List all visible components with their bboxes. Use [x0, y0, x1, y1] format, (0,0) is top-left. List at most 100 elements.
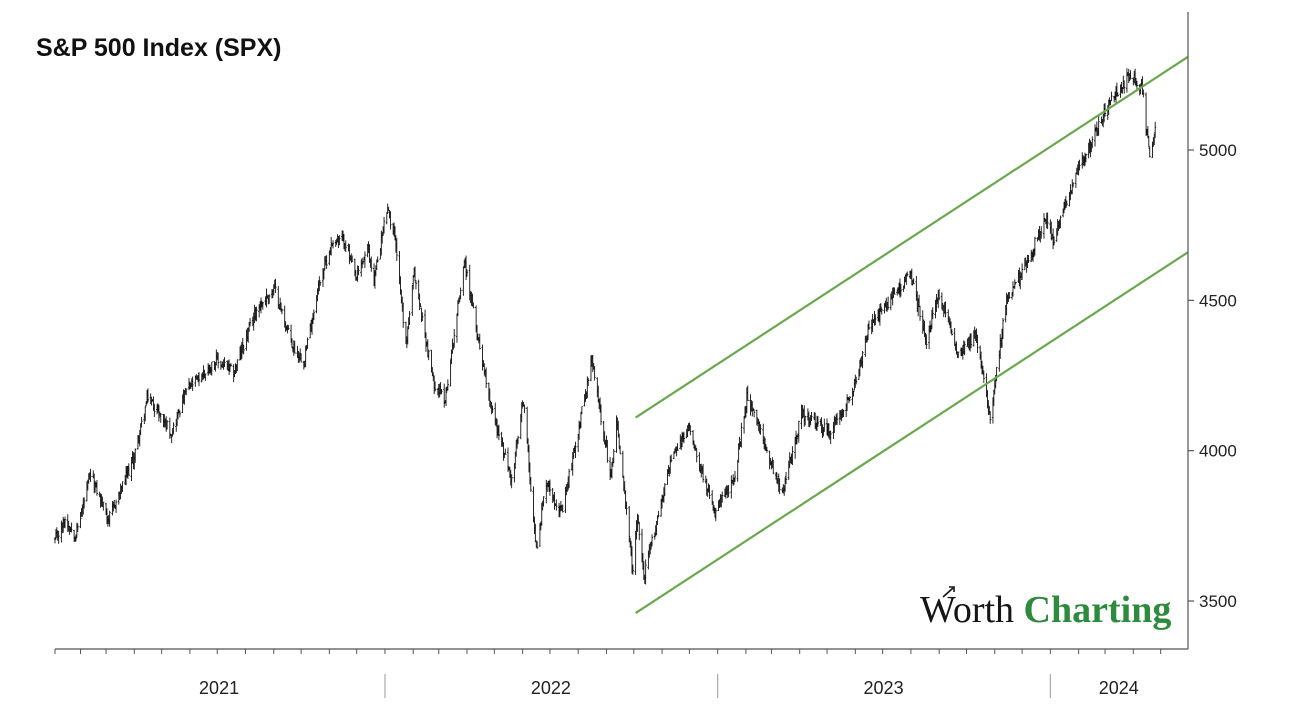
price-bar [714, 508, 717, 522]
price-bar [408, 311, 411, 325]
price-bar [421, 312, 424, 322]
price-bar [370, 256, 373, 272]
price-bar [740, 422, 743, 448]
price-bar [567, 468, 571, 489]
price-bar [344, 240, 347, 252]
price-bar [1097, 115, 1100, 136]
price-bar [108, 510, 111, 527]
price-bar [318, 276, 321, 292]
price-bar [210, 361, 213, 376]
price-bar [443, 383, 446, 408]
price-bar [925, 334, 928, 350]
x-year-label: 2022 [531, 678, 571, 698]
price-bar [497, 424, 501, 441]
price-bar [574, 441, 577, 459]
price-bar [1147, 135, 1150, 148]
price-bar [516, 435, 520, 445]
price-bar [315, 295, 318, 314]
price-bar [178, 410, 181, 418]
price-bar [561, 504, 564, 513]
price-bar [153, 403, 156, 417]
price-bar [330, 236, 333, 256]
price-bar [280, 308, 284, 315]
price-bar [1142, 89, 1145, 98]
price-bar [1021, 263, 1024, 280]
price-bar [1154, 121, 1157, 138]
price-bar [255, 306, 258, 322]
logo-word-worth: Worth [920, 589, 1015, 631]
price-bar [912, 278, 915, 285]
price-bar [755, 409, 758, 426]
price-bar [963, 341, 966, 356]
price-bar [236, 359, 239, 372]
price-bar [599, 404, 603, 426]
price-bar [1027, 255, 1030, 263]
price-bar [304, 345, 307, 368]
price-bar [670, 454, 673, 463]
price-bar [1091, 136, 1094, 149]
price-bar [621, 450, 624, 478]
x-year-label: 2024 [1099, 678, 1139, 698]
price-bar [395, 238, 398, 261]
price-bar [455, 313, 459, 343]
price-bar [823, 418, 826, 432]
price-bar [144, 406, 147, 422]
price-bar [440, 388, 443, 395]
price-bar [606, 439, 609, 463]
y-ticks: 3500 4000 4500 5000 [1188, 141, 1237, 611]
price-bar [1116, 92, 1119, 97]
price-bar [816, 416, 820, 427]
price-bar [1065, 200, 1068, 206]
price-bar [730, 475, 733, 499]
price-bar [906, 271, 909, 277]
price-bar [1125, 68, 1129, 93]
x-year-label: 2021 [199, 678, 239, 698]
price-bar [938, 288, 941, 301]
price-bar [1059, 215, 1062, 229]
price-bar [312, 309, 315, 321]
lower-channel-line [635, 251, 1189, 614]
logo-arrow-icon [942, 586, 955, 598]
price-bar [510, 474, 513, 489]
price-bar [804, 415, 807, 426]
price-bar [957, 351, 960, 359]
x-minor-ticks [54, 649, 1162, 654]
upper-channel-line [635, 55, 1189, 419]
price-bar [217, 352, 220, 369]
price-bar [848, 396, 851, 402]
price-bar [63, 516, 67, 529]
price-bar [727, 484, 730, 498]
price-bar [553, 491, 556, 510]
price-bar [274, 278, 277, 293]
price-bar [989, 411, 992, 424]
price-bar [357, 265, 360, 276]
price-bar [1148, 146, 1151, 158]
price-bar [765, 446, 768, 453]
price-bar [612, 449, 615, 464]
price-bar [810, 411, 813, 421]
price-bar [548, 479, 552, 496]
price-bar [797, 420, 800, 443]
y-tick-label: 4500 [1199, 291, 1237, 310]
price-bar [76, 523, 79, 532]
price-bar [223, 357, 226, 367]
price-bar [1072, 182, 1075, 188]
y-tick-label: 3500 [1199, 592, 1237, 611]
price-bar [753, 409, 756, 418]
price-bar [70, 522, 73, 533]
price-bar [657, 510, 660, 518]
price-bar [1014, 281, 1017, 284]
price-bar [893, 287, 896, 295]
price-bar [867, 320, 871, 330]
price-bar [261, 302, 264, 310]
logo-word-charting: Charting [1023, 589, 1172, 631]
price-bar [191, 376, 194, 391]
price-bar [382, 216, 386, 234]
price-bar [242, 344, 245, 355]
price-bar [1084, 153, 1088, 163]
price-bar [185, 388, 188, 396]
price-bar [855, 376, 858, 385]
price-bar [689, 425, 692, 436]
price-bar [880, 308, 883, 315]
price-bar [79, 512, 82, 529]
